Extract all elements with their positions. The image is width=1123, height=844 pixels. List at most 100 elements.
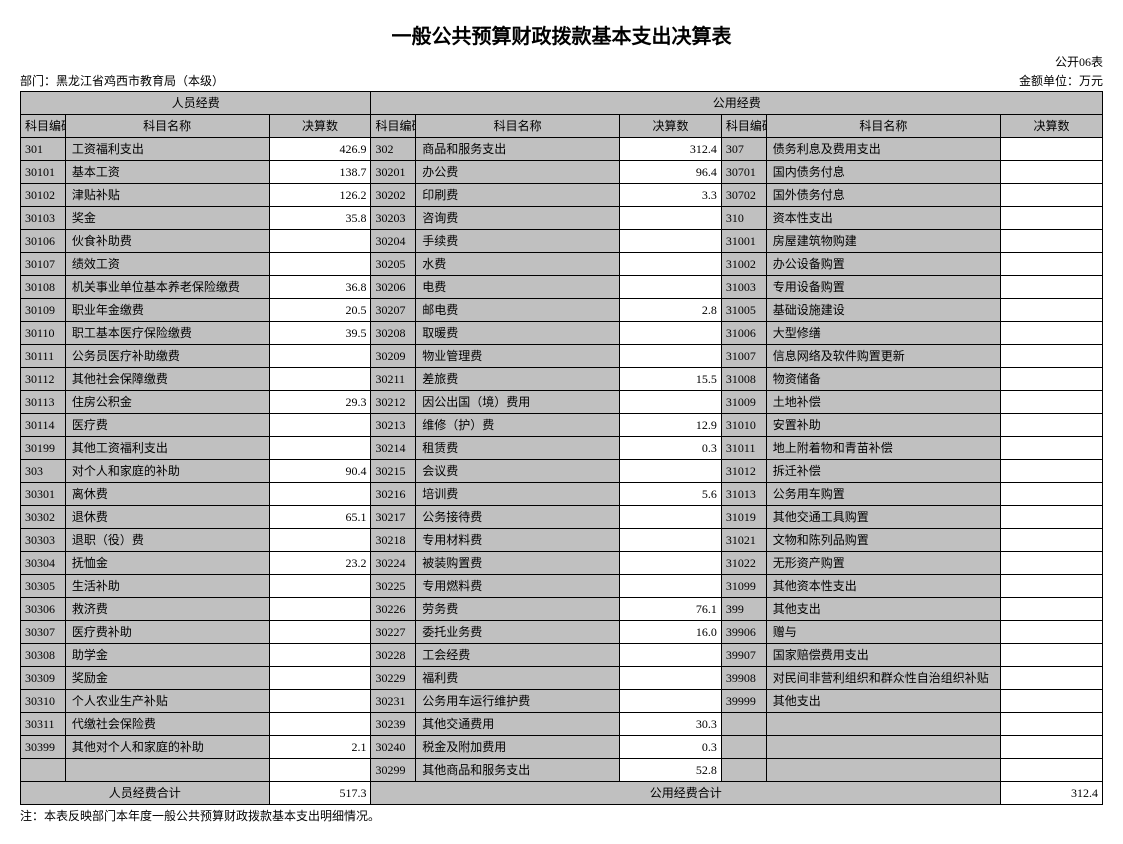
code-cell: 39907 xyxy=(721,644,766,667)
amount-cell xyxy=(269,759,371,782)
code-cell: 30225 xyxy=(371,575,416,598)
code-cell: 31008 xyxy=(721,368,766,391)
amount-cell xyxy=(269,345,371,368)
name-cell: 委托业务费 xyxy=(416,621,620,644)
amount-cell: 12.9 xyxy=(620,414,722,437)
table-row: 30114医疗费30213维修（护）费12.931010安置补助 xyxy=(21,414,1103,437)
amount-cell xyxy=(1001,253,1103,276)
name-cell: 其他支出 xyxy=(766,598,1000,621)
name-cell: 助学金 xyxy=(65,644,269,667)
name-cell: 职工基本医疗保险缴费 xyxy=(65,322,269,345)
name-cell: 咨询费 xyxy=(416,207,620,230)
amount-cell xyxy=(269,644,371,667)
table-row: 30199其他工资福利支出30214租赁费0.331011地上附着物和青苗补偿 xyxy=(21,437,1103,460)
code-cell: 30226 xyxy=(371,598,416,621)
code-cell: 30231 xyxy=(371,690,416,713)
section1-header: 人员经费 xyxy=(21,92,371,115)
footnote: 注：本表反映部门本年度一般公共预算财政拨款基本支出明细情况。 xyxy=(20,807,1103,824)
code-cell: 301 xyxy=(21,138,66,161)
name-cell: 救济费 xyxy=(65,598,269,621)
amount-cell xyxy=(620,253,722,276)
public-total-label: 公用经费合计 xyxy=(371,782,1001,805)
amount-cell xyxy=(620,391,722,414)
code-cell: 31011 xyxy=(721,437,766,460)
name-cell: 拆迁补偿 xyxy=(766,460,1000,483)
code-cell: 30113 xyxy=(21,391,66,414)
code-cell: 30206 xyxy=(371,276,416,299)
name-cell: 医疗费补助 xyxy=(65,621,269,644)
code-cell: 310 xyxy=(721,207,766,230)
amount-cell xyxy=(1001,391,1103,414)
code-cell: 30227 xyxy=(371,621,416,644)
table-row: 30110职工基本医疗保险缴费39.530208取暖费31006大型修缮 xyxy=(21,322,1103,345)
code-cell: 30216 xyxy=(371,483,416,506)
code-cell: 31021 xyxy=(721,529,766,552)
code-cell: 303 xyxy=(21,460,66,483)
amount-cell: 426.9 xyxy=(269,138,371,161)
code-cell: 30399 xyxy=(21,736,66,759)
amount-cell xyxy=(1001,138,1103,161)
amount-cell xyxy=(269,621,371,644)
unit-label: 金额单位：万元 xyxy=(1019,72,1103,89)
name-cell: 其他支出 xyxy=(766,690,1000,713)
code-cell: 31099 xyxy=(721,575,766,598)
amount-cell xyxy=(269,690,371,713)
name-cell: 住房公积金 xyxy=(65,391,269,414)
code-cell: 30199 xyxy=(21,437,66,460)
amount-cell xyxy=(620,575,722,598)
amount-cell xyxy=(269,713,371,736)
amount-cell: 76.1 xyxy=(620,598,722,621)
amount-cell: 30.3 xyxy=(620,713,722,736)
name-cell: 被装购置费 xyxy=(416,552,620,575)
code-cell: 31007 xyxy=(721,345,766,368)
name-cell: 公务员医疗补助缴费 xyxy=(65,345,269,368)
amount-cell xyxy=(1001,690,1103,713)
public-total: 312.4 xyxy=(1001,782,1103,805)
table-row: 30102津贴补贴126.230202印刷费3.330702国外债务付息 xyxy=(21,184,1103,207)
name-cell: 其他资本性支出 xyxy=(766,575,1000,598)
amount-cell xyxy=(620,276,722,299)
code-cell: 30307 xyxy=(21,621,66,644)
name-cell: 个人农业生产补贴 xyxy=(65,690,269,713)
amount-cell xyxy=(1001,230,1103,253)
name-cell: 国外债务付息 xyxy=(766,184,1000,207)
department-line: 部门：黑龙江省鸡西市教育局（本级） xyxy=(20,72,224,89)
code-cell: 30303 xyxy=(21,529,66,552)
amount-cell xyxy=(1001,529,1103,552)
code-cell: 30212 xyxy=(371,391,416,414)
amount-cell: 20.5 xyxy=(269,299,371,322)
code-cell: 31012 xyxy=(721,460,766,483)
name-cell: 文物和陈列品购置 xyxy=(766,529,1000,552)
code-cell: 31006 xyxy=(721,322,766,345)
amount-cell xyxy=(269,437,371,460)
name-cell: 培训费 xyxy=(416,483,620,506)
name-cell: 公务用车购置 xyxy=(766,483,1000,506)
amount-cell xyxy=(269,253,371,276)
code-cell: 30108 xyxy=(21,276,66,299)
amount-cell: 3.3 xyxy=(620,184,722,207)
code-cell: 30102 xyxy=(21,184,66,207)
code-cell: 30301 xyxy=(21,483,66,506)
name-cell: 国内债务付息 xyxy=(766,161,1000,184)
amount-cell xyxy=(1001,759,1103,782)
name-cell: 赠与 xyxy=(766,621,1000,644)
code-cell: 31005 xyxy=(721,299,766,322)
code-cell: 30106 xyxy=(21,230,66,253)
name-cell: 专用设备购置 xyxy=(766,276,1000,299)
amount-cell xyxy=(1001,368,1103,391)
table-row: 301工资福利支出426.9302商品和服务支出312.4307债务利息及费用支… xyxy=(21,138,1103,161)
name-cell: 福利费 xyxy=(416,667,620,690)
table-row: 30108机关事业单位基本养老保险缴费36.830206电费31003专用设备购… xyxy=(21,276,1103,299)
table-row: 30308助学金30228工会经费39907国家赔偿费用支出 xyxy=(21,644,1103,667)
amount-cell xyxy=(1001,299,1103,322)
code-cell: 30110 xyxy=(21,322,66,345)
name-cell: 其他工资福利支出 xyxy=(65,437,269,460)
name-cell: 离休费 xyxy=(65,483,269,506)
amount-cell xyxy=(269,414,371,437)
amount-cell xyxy=(269,598,371,621)
amount-cell: 2.8 xyxy=(620,299,722,322)
code-cell: 30299 xyxy=(371,759,416,782)
name-cell: 土地补偿 xyxy=(766,391,1000,414)
code-cell: 30101 xyxy=(21,161,66,184)
name-cell: 其他交通费用 xyxy=(416,713,620,736)
